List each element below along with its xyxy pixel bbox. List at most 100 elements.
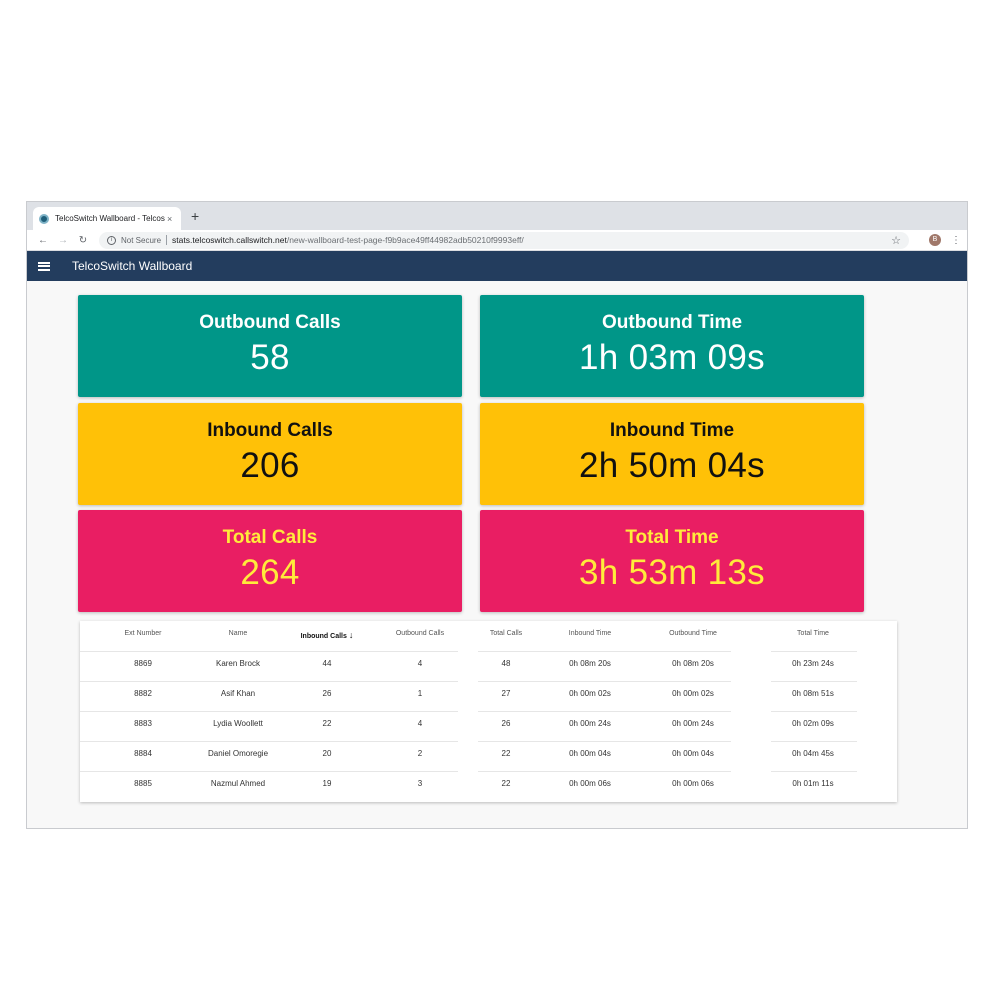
column-header-ext-number[interactable]: Ext Number (124, 630, 162, 637)
row-divider (639, 741, 731, 742)
table-cell-ext-number: 8869 (134, 659, 152, 668)
row-divider (80, 681, 458, 682)
table-cell-inbound-time: 0h 00m 04s (569, 749, 611, 758)
row-divider (80, 741, 458, 742)
card-value: 2h 50m 04s (579, 446, 765, 485)
table-cell-inbound-time: 0h 00m 24s (569, 719, 611, 728)
row-divider (478, 741, 730, 742)
row-divider (639, 681, 731, 682)
column-header-inbound-calls[interactable]: Inbound Calls ↓ (292, 630, 362, 640)
table-cell-outbound-calls: 2 (417, 749, 423, 758)
browser-tab[interactable]: TelcoSwitch Wallboard - Telcos × (33, 207, 181, 230)
table-cell-name: Asif Khan (220, 689, 256, 698)
card-title: Inbound Time (609, 420, 735, 441)
not-secure-label: Not Secure (121, 235, 162, 245)
table-cell-total-time: 0h 01m 11s (792, 779, 834, 788)
table-cell-inbound-time: 0h 00m 06s (569, 779, 611, 788)
row-divider (771, 741, 857, 742)
table-cell-outbound-time: 0h 00m 04s (672, 749, 714, 758)
address-separator (166, 235, 168, 245)
column-header-total-time[interactable]: Total Time (797, 630, 829, 637)
inbound-time-card: Inbound Time 2h 50m 04s (480, 403, 864, 505)
card-value: 264 (240, 553, 300, 592)
table-cell-total-time: 0h 04m 45s (792, 749, 834, 758)
reload-icon[interactable]: ↻ (78, 234, 88, 246)
column-header-outbound-time[interactable]: Outbound Time (669, 630, 717, 637)
row-divider (478, 681, 730, 682)
sort-arrow-icon: ↓ (348, 630, 354, 640)
outbound-time-card: Outbound Time 1h 03m 09s (480, 295, 864, 397)
card-value: 3h 53m 13s (579, 553, 765, 592)
column-header-outbound-calls[interactable]: Outbound Calls (395, 630, 445, 637)
table-cell-total-calls: 26 (501, 719, 511, 728)
table-cell-inbound-time: 0h 08m 20s (569, 659, 611, 668)
row-divider (639, 771, 731, 772)
tab-strip: TelcoSwitch Wallboard - Telcos × + (27, 202, 967, 230)
column-header-inbound-time[interactable]: Inbound Time (568, 630, 612, 637)
table-cell-outbound-calls: 4 (417, 719, 423, 728)
back-arrow-icon[interactable]: ← (38, 234, 48, 246)
table-cell-inbound-calls: 44 (322, 659, 332, 668)
table-cell-inbound-time: 0h 00m 02s (569, 689, 611, 698)
hamburger-menu-icon[interactable] (38, 261, 50, 271)
info-icon[interactable]: i (107, 235, 116, 245)
table-cell-outbound-time: 0h 00m 06s (672, 779, 714, 788)
table-cell-inbound-calls: 20 (322, 749, 332, 758)
forward-arrow-icon[interactable]: → (58, 234, 68, 246)
profile-avatar[interactable]: B (929, 234, 941, 246)
address-bar[interactable]: i Not Secure stats.telcoswitch.callswitc… (99, 231, 909, 249)
row-divider (639, 651, 731, 652)
row-divider (771, 711, 857, 712)
tab-close-icon[interactable]: × (167, 213, 173, 224)
row-divider (771, 651, 857, 652)
agent-stats-table: Ext Number Name Inbound Calls ↓ Outbound Cal… (80, 621, 897, 802)
bookmark-star-icon[interactable]: ☆ (891, 234, 901, 247)
card-value: 206 (240, 446, 300, 485)
table-cell-inbound-calls: 26 (322, 689, 332, 698)
outbound-calls-card: Outbound Calls 58 (78, 295, 462, 397)
table-cell-total-calls: 27 (501, 689, 511, 698)
column-header-label: Inbound Calls (300, 633, 347, 640)
total-calls-card: Total Calls 264 (78, 510, 462, 612)
table-cell-inbound-calls: 19 (322, 779, 332, 788)
card-title: Outbound Time (601, 312, 743, 333)
row-divider (80, 771, 458, 772)
table-cell-total-time: 0h 02m 09s (792, 719, 834, 728)
column-header-total-calls[interactable]: Total Calls (489, 630, 523, 637)
card-title: Inbound Calls (207, 420, 333, 441)
table-cell-name: Daniel Omoregie (207, 749, 269, 758)
table-cell-total-time: 0h 23m 24s (792, 659, 834, 668)
table-cell-ext-number: 8882 (134, 689, 152, 698)
table-cell-name: Lydia Woollett (213, 719, 263, 728)
table-cell-outbound-time: 0h 00m 24s (672, 719, 714, 728)
row-divider (80, 711, 458, 712)
browser-window: TelcoSwitch Wallboard - Telcos × + ← → ↻… (26, 201, 968, 829)
card-title: Total Calls (222, 527, 318, 548)
column-header-name[interactable]: Name (228, 630, 248, 637)
new-tab-button[interactable]: + (191, 208, 200, 224)
table-cell-outbound-time: 0h 00m 02s (672, 689, 714, 698)
card-title: Total Time (625, 527, 719, 548)
table-cell-outbound-time: 0h 08m 20s (672, 659, 714, 668)
table-cell-name: Nazmul Ahmed (210, 779, 266, 788)
row-divider (80, 651, 458, 652)
row-divider (478, 651, 730, 652)
total-time-card: Total Time 3h 53m 13s (480, 510, 864, 612)
row-divider (478, 711, 730, 712)
kebab-menu-icon[interactable]: ⋮ (951, 234, 961, 246)
table-cell-ext-number: 8883 (134, 719, 152, 728)
tab-title: TelcoSwitch Wallboard - Telcos (55, 214, 165, 223)
row-divider (639, 711, 731, 712)
card-title: Outbound Calls (199, 312, 341, 333)
table-cell-outbound-calls: 3 (417, 779, 423, 788)
table-cell-outbound-calls: 4 (417, 659, 423, 668)
url-host: stats.telcoswitch.callswitch.net (172, 235, 287, 245)
card-value: 58 (250, 338, 290, 377)
table-cell-outbound-calls: 1 (417, 689, 423, 698)
table-cell-total-calls: 22 (501, 749, 511, 758)
inbound-calls-card: Inbound Calls 206 (78, 403, 462, 505)
browser-toolbar: ← → ↻ i Not Secure stats.telcoswitch.cal… (27, 230, 967, 251)
favicon-icon (39, 213, 49, 224)
row-divider (771, 681, 857, 682)
table-cell-ext-number: 8884 (134, 749, 152, 758)
